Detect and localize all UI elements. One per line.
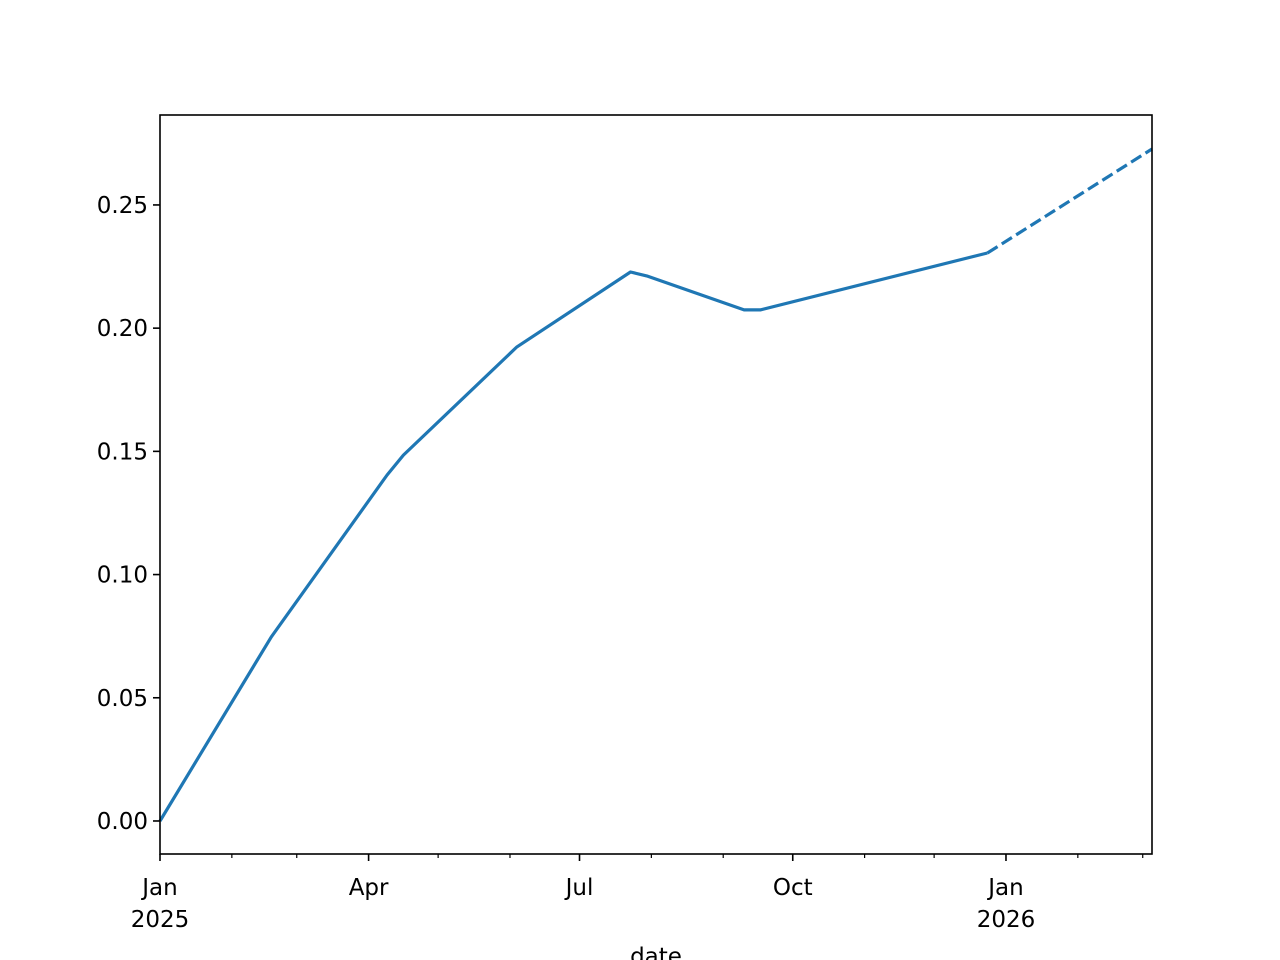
x-tick-label: Jan [986, 875, 1023, 901]
y-axis: 0.00 0.05 0.10 0.15 0.20 0.25 [97, 193, 160, 835]
y-tick-label: 0.10 [97, 563, 148, 589]
x-tick-sublabel: 2025 [131, 907, 190, 933]
y-tick-label: 0.15 [97, 439, 148, 465]
x-tick-sublabel: 2026 [977, 907, 1036, 933]
series-layer [158, 147, 1153, 822]
y-tick-label: 0.25 [97, 193, 148, 219]
y-tick-label: 0.00 [97, 809, 148, 835]
y-tick-label: 0.05 [97, 686, 148, 712]
plot-area-frame [159, 114, 1153, 855]
x-axis-label: date [630, 944, 682, 960]
x-tick-label: Jul [564, 875, 594, 901]
x-axis: Jan 2025 Apr Jul Oct Jan 2026 [131, 854, 1144, 933]
x-tick-label: Oct [773, 875, 813, 901]
series-line-solid [158, 251, 988, 822]
series-line-dashed [986, 147, 1153, 255]
x-tick-label: Apr [349, 875, 389, 901]
x-tick-label: Jan [140, 875, 177, 901]
y-tick-label: 0.20 [97, 316, 148, 342]
